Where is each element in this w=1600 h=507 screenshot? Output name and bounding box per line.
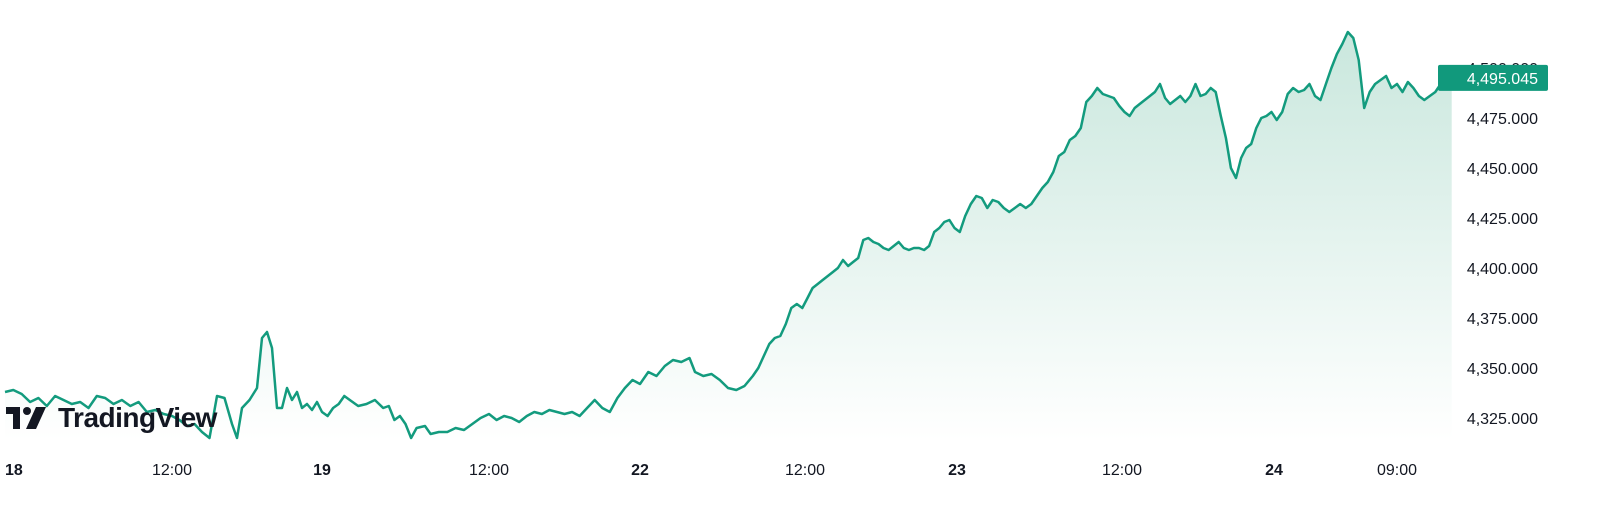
x-tick-label: 24 [1265, 462, 1283, 479]
x-tick-label: 12:00 [469, 462, 509, 479]
x-tick-label: 19 [313, 462, 331, 479]
price-line [4, 30, 1453, 440]
area-fill-layer [5, 32, 1452, 440]
price-area [5, 32, 1452, 440]
last-price-tag-background [1438, 64, 1548, 91]
last-price-tag: 4,495.045 [1438, 64, 1548, 91]
y-tick-label: 4,325.000 [1467, 411, 1538, 428]
tradingview-logo[interactable]: TradingView [6, 402, 217, 434]
last-price-label: 4,495.045 [1467, 71, 1538, 88]
x-tick-label: 18 [5, 462, 23, 479]
x-tick-label: 12:00 [1102, 462, 1142, 479]
tradingview-logo-icon [6, 407, 46, 429]
y-tick-label: 4,400.000 [1467, 261, 1538, 278]
y-tick-label: 4,475.000 [1467, 111, 1538, 128]
y-tick-label: 4,375.000 [1467, 311, 1538, 328]
x-tick-label: 09:00 [1377, 462, 1417, 479]
x-tick-label: 12:00 [152, 462, 192, 479]
y-tick-label: 4,450.000 [1467, 161, 1538, 178]
y-axis[interactable]: 4,500.0004,475.0004,450.0004,425.0004,40… [1467, 61, 1538, 428]
x-axis[interactable]: 18 12:00 19 12:00 22 12:00 23 12:00 24 09:00 [5, 462, 1417, 479]
x-tick-label: 12:00 [785, 462, 825, 479]
x-tick-label: 22 [631, 462, 649, 479]
x-tick-label: 23 [948, 462, 966, 479]
y-tick-label: 4,425.000 [1467, 211, 1538, 228]
y-tick-label: 4,350.000 [1467, 361, 1538, 378]
tradingview-logo-text: TradingView [58, 402, 217, 433]
